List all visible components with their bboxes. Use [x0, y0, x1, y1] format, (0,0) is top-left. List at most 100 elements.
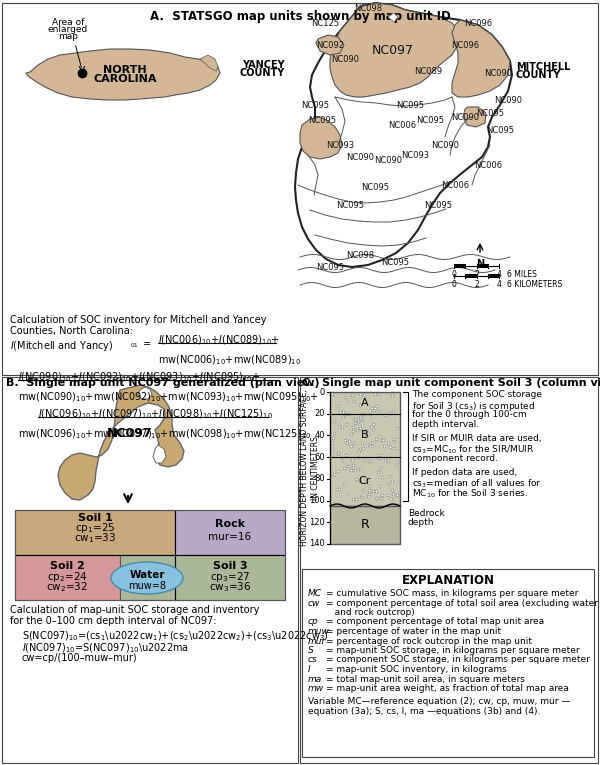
Text: NC090: NC090 [346, 152, 374, 161]
Text: NC006: NC006 [388, 121, 416, 129]
Text: NC095: NC095 [486, 125, 514, 135]
Text: NC095: NC095 [361, 183, 389, 191]
Text: C.  Single map unit component Soil 3 (column view): C. Single map unit component Soil 3 (col… [302, 378, 600, 388]
Text: cw$_1$=33: cw$_1$=33 [74, 531, 116, 545]
Text: 0: 0 [452, 270, 457, 279]
Text: B.  Single map unit NC097 generalized (plan view): B. Single map unit NC097 generalized (pl… [6, 378, 320, 388]
Text: N: N [476, 259, 484, 269]
Text: 6 KILOMETERS: 6 KILOMETERS [507, 280, 562, 289]
Text: Calculation of map-unit SOC storage and inventory: Calculation of map-unit SOC storage and … [10, 605, 259, 615]
Text: mw(NC096)$_{10}$+mw(NC097)$_{10}$+mw(NC098)$_{10}$+mw(NC125)$_{10}$: mw(NC096)$_{10}$+mw(NC097)$_{10}$+mw(NC0… [18, 427, 311, 441]
Text: 0: 0 [452, 280, 457, 289]
Text: NC092: NC092 [316, 41, 344, 50]
Bar [454, 264, 465, 268]
Text: NC093: NC093 [401, 151, 429, 159]
Bar [175, 555, 285, 600]
Text: NC095: NC095 [424, 200, 452, 210]
Polygon shape [295, 3, 512, 267]
Text: NC090: NC090 [484, 69, 512, 77]
Text: for Soil 3 (cs$_3$) is computed: for Soil 3 (cs$_3$) is computed [412, 400, 535, 413]
Text: cp$_1$=25: cp$_1$=25 [75, 521, 115, 535]
Text: A.  STATSGO map units shown by map unit ID: A. STATSGO map units shown by map unit I… [149, 10, 451, 23]
Text: NC090: NC090 [331, 54, 359, 63]
Polygon shape [26, 49, 220, 100]
Text: NC006: NC006 [474, 161, 502, 170]
Bar [300, 377, 598, 763]
Text: 2: 2 [474, 270, 479, 279]
Bar [476, 264, 488, 268]
Text: and rock outcrop): and rock outcrop) [326, 608, 415, 617]
Text: muw=8: muw=8 [128, 581, 166, 591]
Text: YANCEY: YANCEY [242, 60, 285, 70]
Text: The component SOC storage: The component SOC storage [412, 390, 542, 399]
Text: muw: muw [308, 627, 330, 636]
Text: MC$_{10}$ for the Soil 3 series.: MC$_{10}$ for the Soil 3 series. [412, 488, 529, 500]
Text: cs$_3$=MC$_{10}$ for the SIR/MUIR: cs$_3$=MC$_{10}$ for the SIR/MUIR [412, 444, 535, 457]
Text: Soil 2: Soil 2 [50, 561, 85, 571]
Text: NC095: NC095 [316, 262, 344, 272]
Text: 0: 0 [320, 388, 325, 396]
Text: Area of: Area of [52, 18, 84, 27]
Text: mur=16: mur=16 [208, 532, 251, 542]
Text: $\mathit{I}$(NC096)$_{10}$+$\mathit{I}$(NC097)$_{10}$+$\mathit{I}$(NC098)$_{10}$: $\mathit{I}$(NC096)$_{10}$+$\mathit{I}$(… [38, 407, 273, 421]
Text: NC090: NC090 [451, 112, 479, 122]
Text: HORIZON DEPTH BELOW LAND SURFACE,
IN CENTIMETERS: HORIZON DEPTH BELOW LAND SURFACE, IN CEN… [301, 389, 320, 546]
Bar [15, 510, 175, 555]
Text: 4: 4 [497, 280, 502, 289]
Text: $\mathit{I}$(Mitchell and Yancy): $\mathit{I}$(Mitchell and Yancy) [10, 339, 113, 353]
Text: NC098: NC098 [354, 4, 382, 12]
Text: NC096: NC096 [451, 41, 479, 50]
Text: If SIR or MUIR data are used,: If SIR or MUIR data are used, [412, 434, 542, 443]
Text: 100: 100 [309, 496, 325, 505]
Polygon shape [452, 20, 510, 97]
Text: MC: MC [308, 589, 322, 598]
Text: NC095: NC095 [336, 200, 364, 210]
Polygon shape [388, 13, 398, 22]
Text: NC093: NC093 [326, 141, 354, 149]
Text: NC095: NC095 [476, 109, 504, 118]
Text: ma: ma [308, 675, 322, 683]
Text: NC006: NC006 [441, 181, 469, 190]
Polygon shape [138, 387, 152, 399]
Text: for the 0 through 100-cm: for the 0 through 100-cm [412, 410, 527, 418]
Text: cw$_3$=36: cw$_3$=36 [209, 580, 251, 594]
Bar [15, 555, 120, 600]
Polygon shape [463, 107, 486, 127]
Text: = map-unit SOC storage, in kilograms per square meter: = map-unit SOC storage, in kilograms per… [326, 646, 580, 655]
Text: = map-unit SOC inventory, in kilograms: = map-unit SOC inventory, in kilograms [326, 665, 507, 674]
Text: 120: 120 [309, 518, 325, 527]
Text: cp$_3$=27: cp$_3$=27 [210, 570, 250, 584]
Text: NC089: NC089 [414, 67, 442, 76]
Text: Calculation of SOC inventory for Mitchell and Yancey: Calculation of SOC inventory for Mitchel… [10, 315, 266, 325]
Text: Bedrock: Bedrock [408, 509, 445, 518]
Text: cp$_2$=24: cp$_2$=24 [47, 570, 88, 584]
Text: = component percentage of total soil area (excluding water: = component percentage of total soil are… [326, 598, 598, 607]
Text: = percentage of rock outcrop in the map unit: = percentage of rock outcrop in the map … [326, 636, 532, 646]
Text: 4: 4 [497, 270, 502, 279]
Bar [15, 510, 285, 600]
Polygon shape [300, 117, 342, 159]
Polygon shape [316, 35, 344, 55]
Text: map: map [58, 32, 78, 41]
Text: $\mathit{I}$(NC006)$_{10}$+$\mathit{I}$(NC089)$_{10}$+: $\mathit{I}$(NC006)$_{10}$+$\mathit{I}$(… [158, 333, 280, 347]
Text: Cr: Cr [359, 476, 371, 486]
Text: mw: mw [308, 684, 324, 693]
Polygon shape [330, 3, 460, 97]
Text: 40: 40 [314, 431, 325, 440]
Text: EXPLANATION: EXPLANATION [401, 574, 494, 587]
Text: = map-unit area weight, as fraction of total map area: = map-unit area weight, as fraction of t… [326, 684, 569, 693]
Polygon shape [200, 55, 218, 71]
Text: NC095: NC095 [308, 116, 336, 125]
Text: NC125: NC125 [311, 18, 339, 28]
Text: Variable MC—reference equation (2); cw, cp, muw, mur —: Variable MC—reference equation (2); cw, … [308, 698, 571, 707]
Text: mw(NC090)$_{10}$+mw(NC092)$_{10}$+mw(NC093)$_{10}$+mw(NC095)$_{10}$+: mw(NC090)$_{10}$+mw(NC092)$_{10}$+mw(NC0… [18, 390, 319, 404]
Text: S: S [308, 646, 314, 655]
Text: Soil 1: Soil 1 [77, 513, 112, 523]
Bar [2, 3, 598, 375]
Text: R: R [361, 518, 370, 531]
Text: equation (3a); S, cs, I, ma —equations (3b) and (4).: equation (3a); S, cs, I, ma —equations (… [308, 707, 541, 716]
Text: cp: cp [308, 617, 319, 627]
Text: =: = [140, 339, 154, 349]
Text: cs: cs [308, 656, 318, 665]
Text: for the 0–100 cm depth interval of NC097:: for the 0–100 cm depth interval of NC097… [10, 616, 217, 626]
